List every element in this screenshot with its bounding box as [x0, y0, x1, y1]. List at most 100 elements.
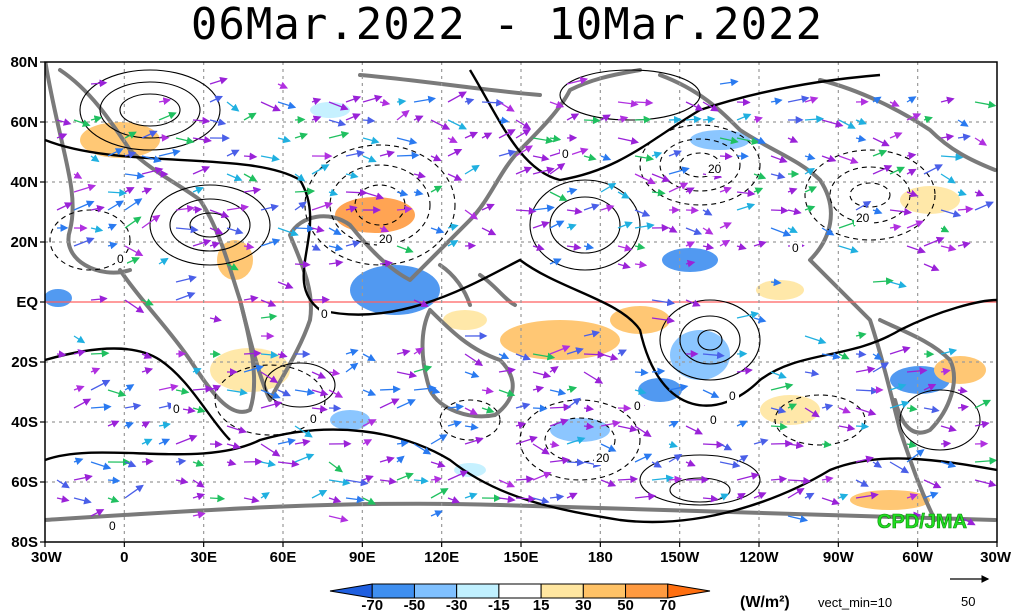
flux-vector — [974, 479, 997, 488]
flux-vector — [668, 383, 689, 392]
flux-vector — [532, 166, 555, 175]
flux-vector — [736, 492, 746, 501]
flux-vector — [141, 298, 154, 306]
flux-vector — [430, 185, 443, 193]
flux-vector — [175, 291, 196, 301]
flux-vector — [940, 209, 962, 218]
flux-vector — [328, 243, 344, 252]
flux-vector — [175, 434, 198, 445]
flux-vector — [328, 101, 349, 111]
flux-vector — [141, 367, 154, 375]
flux-vector — [617, 191, 630, 199]
flux-vector — [940, 153, 964, 161]
flux-vector — [379, 98, 391, 107]
flux-vector — [719, 493, 730, 501]
flux-vector — [685, 187, 695, 195]
flux-vector — [362, 419, 377, 427]
colorbar-swatch — [456, 583, 500, 599]
flux-vector — [872, 277, 894, 286]
flux-vector — [719, 443, 733, 451]
flux-vector — [702, 494, 719, 503]
flux-vector — [107, 200, 125, 211]
flux-vector — [56, 118, 72, 126]
flux-vector — [226, 101, 240, 112]
flux-vector — [90, 403, 112, 411]
flux-vector — [906, 151, 917, 160]
flux-vector — [770, 406, 787, 414]
flux-vector — [719, 222, 732, 230]
flux-vector — [158, 97, 172, 105]
flux-vector — [90, 367, 101, 375]
colorbar-level-label: 15 — [533, 597, 550, 612]
flux-vector — [209, 76, 228, 85]
flux-vector — [634, 425, 652, 437]
flux-vector — [345, 348, 359, 357]
flux-vector — [175, 274, 197, 283]
lon-label: 90E — [349, 549, 376, 566]
flux-vector — [294, 425, 313, 438]
flux-vector — [821, 403, 834, 411]
flux-vector — [73, 473, 93, 482]
flux-vector — [821, 352, 841, 360]
flux-vector — [566, 223, 577, 231]
flux-vector — [770, 371, 787, 379]
flux-vector — [821, 497, 840, 506]
flux-vector — [838, 493, 849, 501]
flux-vector — [209, 384, 222, 393]
flux-vector — [753, 438, 769, 446]
flux-vector — [328, 495, 342, 504]
flux-vector — [804, 335, 827, 345]
flux-vector — [889, 280, 907, 289]
contour-label-bg — [706, 163, 726, 176]
flux-vector — [940, 96, 955, 105]
flux-vector — [481, 227, 497, 236]
flux-vector — [464, 422, 479, 431]
flux-vector — [294, 260, 311, 269]
flux-vector — [192, 135, 212, 144]
flux-vector — [889, 166, 906, 175]
flux-vector — [277, 459, 300, 468]
flux-vector — [515, 145, 533, 157]
flux-vector — [209, 227, 224, 235]
flux-vector — [702, 242, 715, 251]
flux-vector — [940, 367, 951, 376]
flux-vector — [957, 515, 976, 526]
flux-vector — [855, 407, 877, 416]
flux-vector — [209, 494, 226, 503]
flux-vector — [957, 133, 971, 142]
flux-vector — [906, 404, 918, 413]
flux-vector — [906, 220, 924, 229]
flux-vector — [209, 118, 227, 126]
flux-vector — [175, 225, 199, 234]
flux-vector — [872, 149, 888, 157]
flux-vector — [974, 201, 994, 211]
flux-vector — [345, 188, 368, 197]
flux-vector — [515, 421, 527, 430]
flux-vector — [362, 353, 376, 362]
flux-vector — [872, 460, 883, 468]
flux-vector — [549, 258, 562, 266]
flux-vector — [243, 173, 258, 182]
flux-vector — [175, 457, 187, 466]
flux-vector — [787, 515, 809, 523]
flux-vector — [158, 438, 171, 446]
flux-vector — [124, 299, 145, 314]
flux-vector — [396, 205, 413, 214]
flux-vector — [175, 477, 189, 485]
flux-vector — [855, 455, 874, 464]
flux-vector — [294, 438, 311, 447]
flux-vector — [56, 495, 70, 503]
flux-vector — [345, 362, 359, 373]
flux-vector — [787, 207, 802, 216]
flux-vector — [685, 299, 701, 307]
flux-vector — [260, 101, 281, 112]
flux-vector — [311, 201, 333, 211]
flux-vector — [481, 132, 493, 140]
flux-vector — [549, 100, 565, 109]
flux-vector — [396, 151, 420, 160]
flux-vector — [583, 153, 597, 162]
flux-vector — [294, 224, 315, 233]
flux-vector — [940, 244, 957, 252]
lon-label: 30W — [31, 549, 63, 566]
flux-vector — [379, 150, 395, 158]
